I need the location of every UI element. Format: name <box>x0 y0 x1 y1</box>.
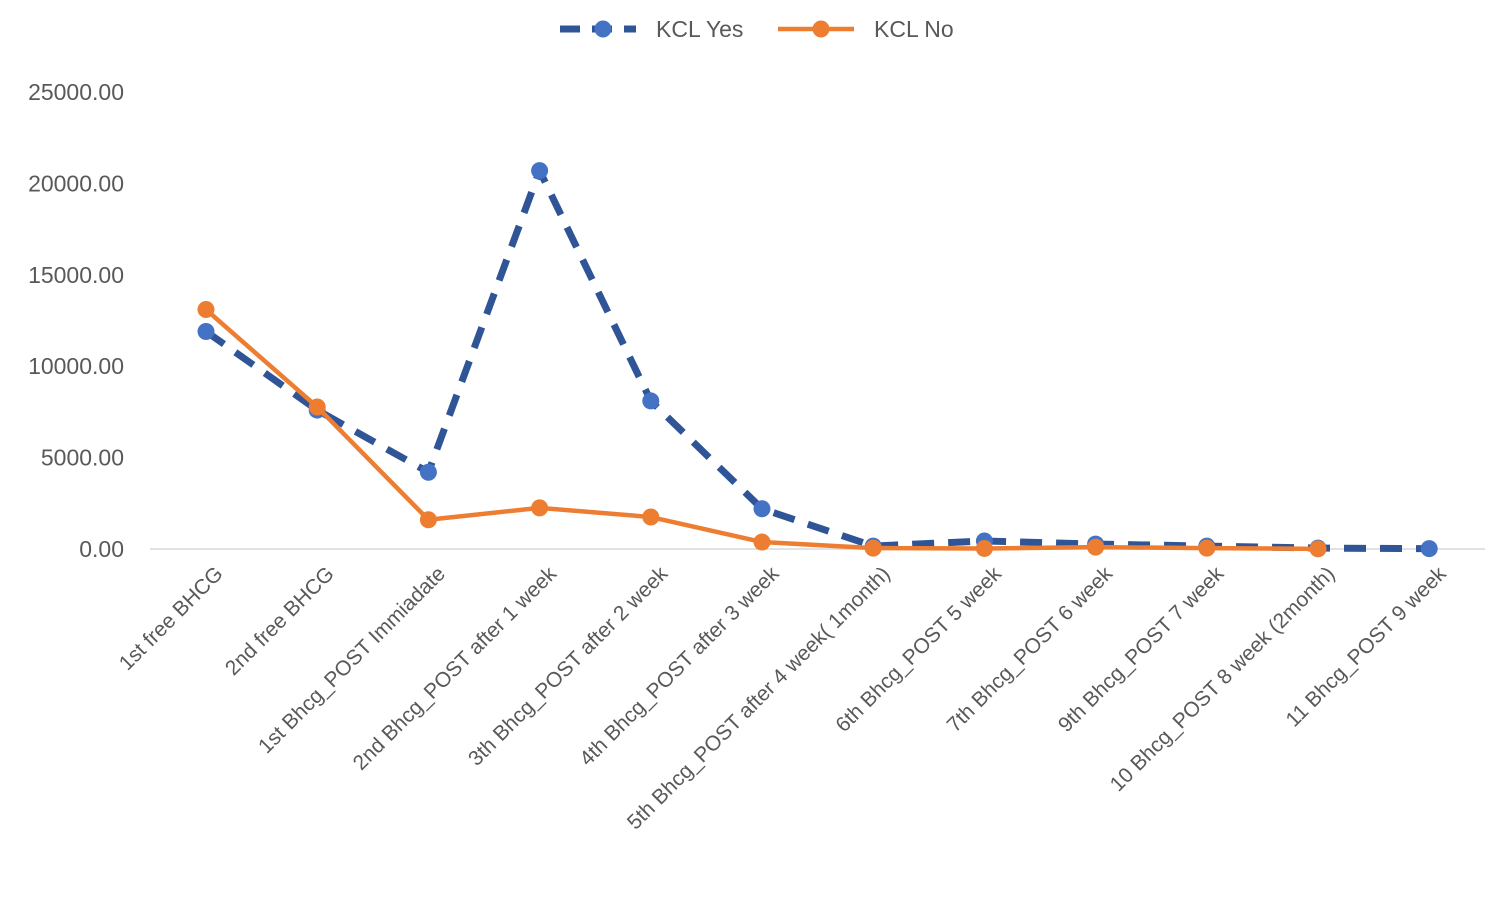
data-point <box>753 533 771 551</box>
data-point <box>531 162 549 180</box>
y-tick-label: 0.00 <box>79 536 124 562</box>
series-group <box>197 162 1438 558</box>
data-point <box>1087 538 1105 556</box>
data-point <box>975 539 993 557</box>
legend-item: KCL No <box>778 16 954 42</box>
x-tick-label: 1st Bhcg_POST Immiadate <box>254 562 450 758</box>
data-point <box>531 499 549 517</box>
x-tick-label: 3th Bhcg_POST after 2 week <box>464 562 673 771</box>
x-tick-label: 4th Bhcg_POST after 3 week <box>575 562 784 771</box>
y-tick-label: 20000.00 <box>28 170 124 196</box>
y-axis: 0.00 5000.00 10000.00 15000.00 20000.00 25000… <box>28 79 124 562</box>
y-tick-label: 25000.00 <box>28 79 124 105</box>
data-point <box>753 500 771 518</box>
x-tick-label: 1st free BHCG <box>115 562 228 675</box>
data-point <box>1309 540 1327 558</box>
data-point <box>1420 540 1438 558</box>
legend-point-marker <box>812 20 830 38</box>
series-kcl-no <box>197 301 1327 558</box>
data-point <box>642 508 660 526</box>
data-point <box>197 301 215 319</box>
series-line <box>203 167 1430 553</box>
x-tick-label: 2nd Bhcg_POST after 1 week <box>349 562 562 775</box>
legend-point-marker <box>594 20 612 38</box>
data-point <box>419 511 437 529</box>
data-point <box>197 322 215 340</box>
data-point <box>308 398 326 416</box>
legend-item: KCL Yes <box>560 16 743 42</box>
series-kcl-yes <box>197 162 1438 558</box>
y-tick-label: 10000.00 <box>28 353 124 379</box>
data-point <box>642 392 660 410</box>
x-tick-label: 2nd free BHCG <box>221 562 339 680</box>
legend-label: KCL No <box>874 16 954 42</box>
y-tick-label: 5000.00 <box>41 445 124 471</box>
data-point <box>419 463 437 481</box>
x-tick-label: 10 Bhcg_POST 8 week (2month) <box>1106 562 1340 796</box>
data-point <box>1198 539 1216 557</box>
y-tick-label: 15000.00 <box>28 262 124 288</box>
legend-label: KCL Yes <box>656 16 743 42</box>
legend: KCL Yes KCL No <box>560 16 954 42</box>
data-point <box>864 539 882 557</box>
